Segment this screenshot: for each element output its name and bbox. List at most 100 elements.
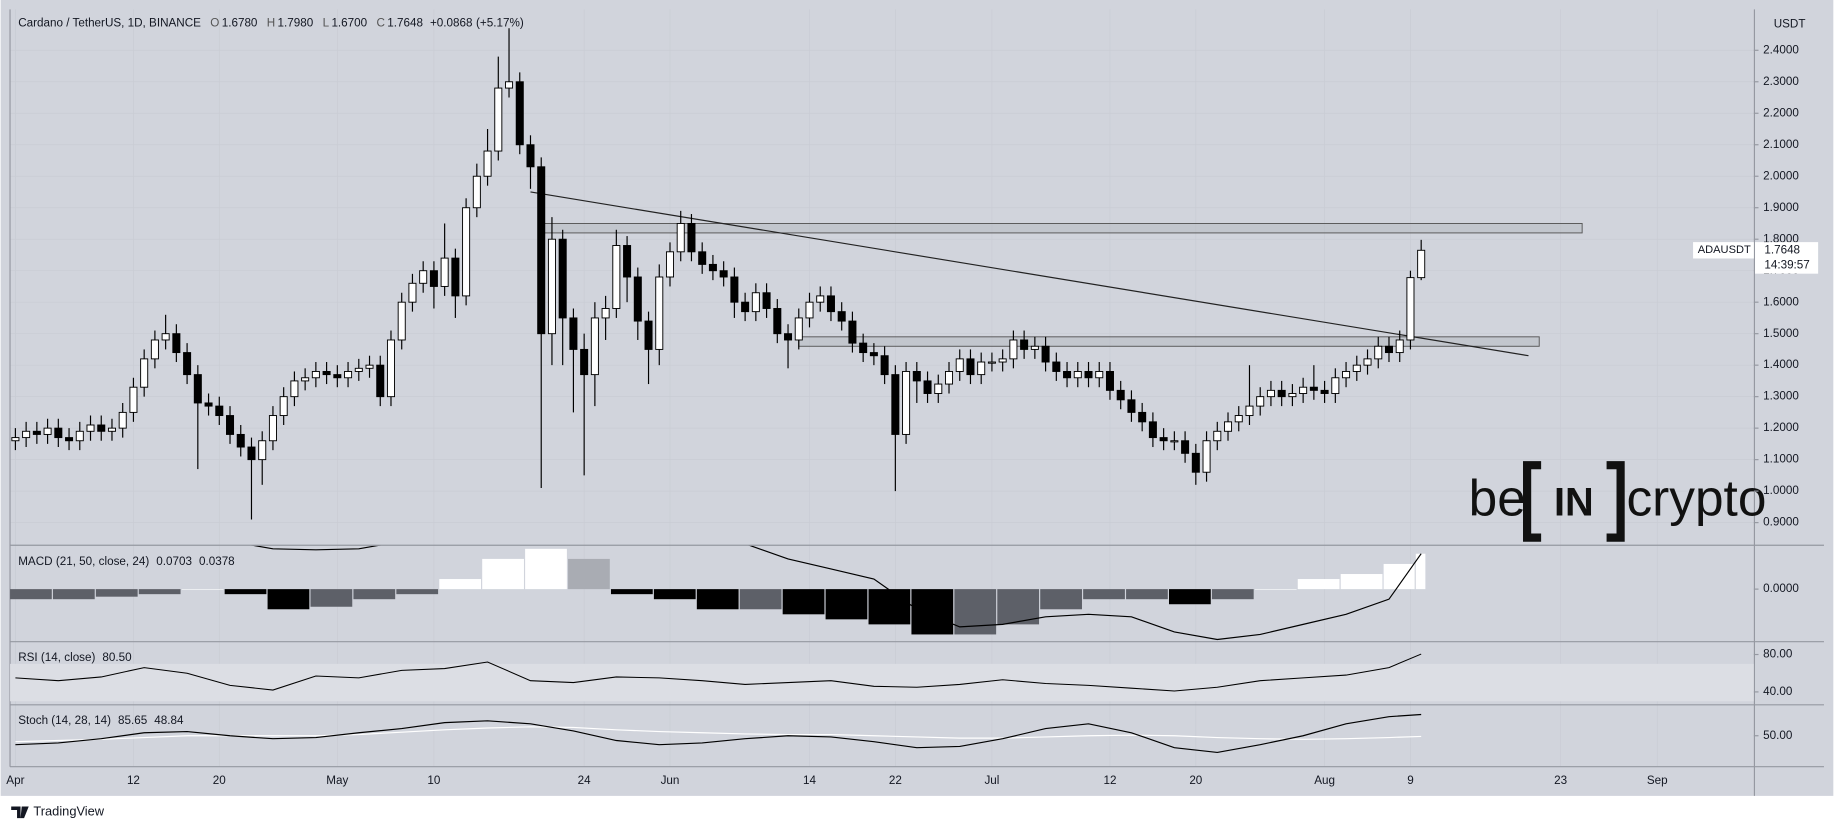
stoch-header: Stoch (14, 28, 14) 85.65 48.84 [18,714,184,727]
candle-body [172,333,181,354]
watermark-right: crypto [1626,468,1766,526]
macd-line [252,545,1422,641]
macd-histogram-bar [267,589,310,610]
candle-body [1159,437,1168,442]
candle-body [1299,386,1308,394]
candle-body [1138,411,1147,423]
candle-body [730,276,739,303]
candle-body [279,396,288,417]
candle-body [1116,389,1125,401]
candle-body [1331,377,1340,394]
x-tick-label: 12 [1103,774,1116,787]
candle-body [247,446,256,461]
candle-body [301,377,310,382]
candle-body [472,175,481,209]
symbol-label-box [1693,242,1754,259]
candle-body [54,427,63,439]
candle-body [977,361,986,376]
price-pane [11,28,1583,520]
candle-body [462,207,471,297]
candle-body [1406,277,1415,341]
y-tick-label: 1.2000 [1763,421,1799,434]
candle-body [1320,389,1329,394]
candle-body [1170,440,1179,443]
candle-body [869,352,878,357]
macd-histogram-bar [224,589,267,595]
y-tick-label: 1.8000 [1763,232,1799,245]
y-tick-label: 0.9000 [1763,516,1799,529]
ohlc-prefix: L [323,16,330,29]
candle-body [1041,345,1050,363]
rsi-title: RSI (14, close) [18,651,95,664]
macd-histogram-bar [52,589,95,600]
candle-body [1256,396,1265,407]
y-tick-label: 2.4000 [1763,43,1799,56]
candle-body [537,166,546,335]
candle-body [333,374,342,379]
candle-body [1009,339,1018,360]
candle-body [902,370,911,435]
candle-body [65,437,74,442]
ohlc-value: 1.6780 [222,16,258,29]
candle-body [1191,452,1200,473]
watermark-brackets [1523,461,1625,542]
candle-body [32,430,41,435]
change: +0.0868 [430,16,473,29]
indicator-panes: MACD (21, 50, close, 24) 0.0703 0.0378 RSI … [10,545,1754,754]
candle-body [805,301,814,319]
x-tick-label: 20 [1189,774,1202,787]
y-unit: USDT [1774,18,1806,31]
symbol-header: Cardano / TetherUS, 1D, BINANCE O 1.6780 H 1… [18,16,524,29]
candle-body [934,383,943,394]
macd-histogram-bar [739,589,782,610]
macd-histogram-bar [439,579,482,590]
stoch-title: Stoch (14, 28, 14) [18,714,111,727]
candle-body [376,364,385,398]
stoch-k-line [15,713,1422,754]
x-tick-label: 12 [127,774,140,787]
candle-body [923,380,932,394]
macd-pane [10,545,1426,641]
macd-histogram-bar [696,589,739,610]
y-tick-label: 2.0000 [1763,169,1799,182]
candle-body [118,411,127,429]
macd-histogram-bar [525,548,567,590]
candle-body [215,405,224,417]
candle-body [987,361,996,364]
candle-body [623,245,632,278]
candle-body [311,370,320,379]
candle-body [483,150,492,177]
macd-histogram-bar [396,589,439,595]
x-tick-label: Apr [6,774,24,787]
symbol-title: Cardano / TetherUS, 1D, BINANCE [18,16,201,29]
candle-body [419,270,428,284]
candle-body [880,355,889,376]
candle-body [826,295,835,313]
candle-body [1384,345,1393,354]
x-tick-label: May [326,774,348,787]
candle-body [226,415,235,435]
candle-body [365,364,374,369]
rsi-line [15,653,1422,692]
candle-body [687,223,696,253]
candle-body [75,430,84,442]
candle-body [762,292,771,309]
macd-histogram-bar [782,589,825,615]
candle-body [966,358,975,376]
macd-histogram-bar [138,589,181,595]
candle-body [998,358,1007,363]
candle-body [708,263,717,272]
macd-histogram-bar [1126,589,1168,600]
candle-body [859,342,868,354]
candle-body [655,276,664,350]
countdown: 14:39:57 [1764,259,1809,272]
candle-body [290,380,299,398]
macd-histogram-bar [868,589,911,625]
macd-histogram-bar [1211,589,1254,600]
candle-body [183,352,192,376]
x-tick-label: Sep [1647,774,1668,787]
candle-body [944,370,954,385]
candle-body [129,386,138,413]
candle-body [558,238,567,319]
footer-text: TradingView [33,804,104,819]
